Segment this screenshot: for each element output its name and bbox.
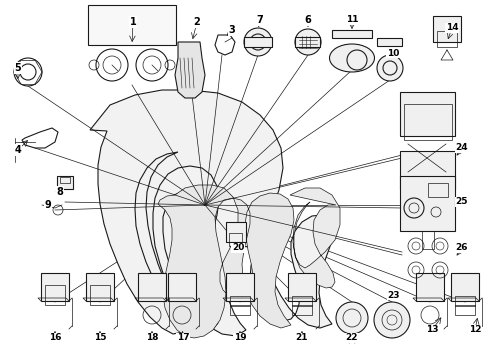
Bar (225, 273, 253, 301)
Bar (377, 38, 402, 46)
Text: 2: 2 (193, 17, 200, 27)
Bar (295, 37, 320, 47)
Circle shape (373, 302, 409, 338)
Bar (225, 222, 245, 242)
Text: 4: 4 (15, 145, 21, 155)
Bar (41, 273, 69, 301)
Bar (88, 5, 176, 45)
Text: 18: 18 (145, 333, 158, 342)
Bar (454, 296, 474, 306)
Text: 8: 8 (57, 187, 63, 197)
Bar (287, 273, 315, 301)
Bar (436, 31, 456, 47)
Text: 9: 9 (44, 200, 51, 210)
Circle shape (244, 28, 271, 56)
Polygon shape (158, 185, 293, 338)
Text: 5: 5 (15, 63, 21, 73)
Text: 15: 15 (94, 333, 106, 342)
Bar (403, 104, 451, 140)
Bar (45, 285, 65, 305)
Bar (415, 273, 443, 301)
Text: 14: 14 (445, 23, 457, 32)
Bar (229, 296, 249, 306)
Text: 17: 17 (176, 333, 189, 342)
Text: 6: 6 (304, 15, 311, 25)
Polygon shape (289, 188, 339, 288)
Bar (400, 175, 454, 230)
Bar (427, 183, 447, 197)
Bar (90, 285, 110, 305)
Text: 10: 10 (386, 49, 398, 58)
Bar (229, 305, 249, 315)
Polygon shape (90, 90, 333, 336)
Bar (229, 233, 242, 246)
Bar (138, 273, 165, 301)
Bar (432, 16, 460, 42)
Text: 1: 1 (129, 17, 136, 27)
Polygon shape (175, 42, 204, 98)
Bar (454, 305, 474, 315)
Text: 13: 13 (425, 325, 437, 334)
Bar (291, 296, 311, 306)
Bar (291, 305, 311, 315)
Bar (400, 92, 454, 136)
Text: 23: 23 (387, 291, 400, 300)
Bar (450, 273, 478, 301)
Circle shape (294, 29, 320, 55)
Bar (244, 37, 271, 47)
Text: 25: 25 (455, 198, 468, 207)
Bar (86, 273, 114, 301)
Text: 26: 26 (455, 243, 468, 252)
Bar (400, 151, 454, 189)
Circle shape (376, 55, 402, 81)
Bar (60, 177, 70, 183)
Text: 20: 20 (231, 243, 244, 252)
Text: 19: 19 (233, 333, 246, 342)
Bar (168, 273, 196, 301)
Text: 7: 7 (256, 15, 263, 25)
Text: 11: 11 (345, 15, 358, 24)
Text: 24: 24 (455, 144, 468, 153)
Text: 22: 22 (345, 333, 358, 342)
Text: 12: 12 (468, 325, 480, 334)
Ellipse shape (329, 44, 374, 72)
Text: 3: 3 (228, 25, 235, 35)
Text: 16: 16 (49, 333, 61, 342)
Bar (331, 30, 371, 38)
Bar (421, 231, 433, 249)
Bar (57, 175, 73, 189)
Text: 21: 21 (295, 333, 307, 342)
Circle shape (335, 302, 367, 334)
